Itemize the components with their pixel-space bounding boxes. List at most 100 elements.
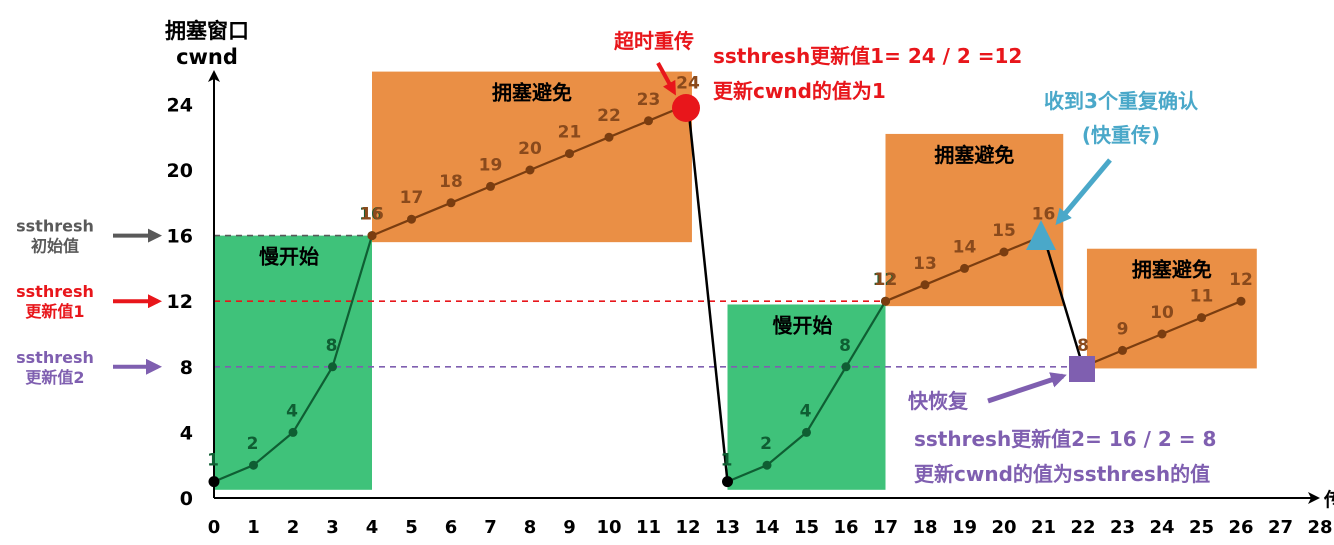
threshold-label-line2: 更新值2: [25, 368, 84, 387]
x-tick-label: 6: [445, 517, 458, 538]
fast-recovery-arrow: [987, 372, 1067, 404]
timeout-title: 超时重传: [613, 29, 694, 53]
point-label: 13: [913, 254, 937, 274]
threshold-label-line1: ssthresh: [16, 348, 94, 367]
point-label: 4: [286, 401, 298, 421]
x-tick-label: 20: [991, 517, 1016, 538]
point-labels: 1248161617181920212223241248121213141516…: [207, 73, 1253, 470]
y-tick-label: 0: [180, 488, 193, 510]
triple-ack-marker: [1026, 220, 1056, 250]
y-tick-labels: 0 4 8 12 16 20 24: [167, 94, 193, 510]
point-label: 9: [1117, 319, 1129, 339]
point-label: 24: [676, 73, 700, 93]
x-tick-label: 27: [1268, 517, 1293, 538]
phase-region: [1086, 248, 1257, 369]
x-tick-label: 17: [873, 517, 898, 538]
point-label: 21: [558, 123, 582, 143]
x-tick-label: 26: [1228, 517, 1253, 538]
phase-label: 拥塞避免: [934, 143, 1014, 167]
x-tick-label: 10: [596, 517, 621, 538]
x-tick-label: 9: [563, 517, 576, 538]
cwnd-point: [208, 476, 220, 488]
y-axis-label-line1: 拥塞窗口: [165, 19, 249, 43]
point-label: 15: [992, 221, 1016, 241]
fast-recovery-line1: ssthresh更新值2= 16 / 2 = 8: [914, 427, 1216, 451]
cwnd-point: [644, 116, 653, 126]
fast-recovery-line2: 更新cwnd的值为ssthresh的值: [914, 462, 1210, 486]
cwnd-point: [525, 165, 535, 175]
y-tick-label: 8: [180, 357, 193, 379]
point-label: 16: [360, 205, 384, 225]
y-tick-label: 4: [180, 422, 193, 444]
threshold-lines: [214, 234, 1083, 368]
x-tick-label: 18: [912, 517, 937, 538]
cwnd-point: [288, 427, 298, 437]
x-tick-label: 5: [405, 517, 418, 538]
x-tick-label: 13: [715, 517, 740, 538]
y-tick-label: 20: [167, 160, 193, 182]
x-tick-label: 11: [636, 517, 661, 538]
cwnd-point: [1236, 296, 1246, 306]
cwnd-point: [722, 476, 733, 488]
point-label: 17: [400, 188, 424, 208]
x-tick-label: 15: [794, 517, 819, 538]
cwnd-point: [1197, 313, 1206, 323]
x-tick-label: 8: [524, 517, 537, 538]
point-label: 14: [953, 237, 977, 257]
x-tick-label: 1: [247, 517, 260, 538]
cwnd-drop-line: [1042, 235, 1085, 368]
cwnd-point: [407, 214, 416, 224]
cwnd-point: [565, 149, 574, 159]
fast-recovery-title: 快恢复: [908, 389, 969, 413]
phase-label: 慢开始: [259, 245, 319, 269]
timeout-line2: 更新cwnd的值为1: [713, 79, 886, 103]
cwnd-point: [1157, 329, 1167, 339]
point-label: 23: [637, 90, 661, 110]
x-tick-label: 14: [754, 517, 779, 538]
point-label: 8: [839, 336, 851, 356]
point-label: 12: [1229, 270, 1253, 290]
cwnd-series: [208, 99, 1246, 488]
threshold-label-line1: ssthresh: [16, 217, 94, 236]
x-tick-label: 0: [208, 517, 221, 538]
point-label: 18: [439, 172, 463, 192]
x-tick-labels: 0 1 2 3 4 5 6 7 8 9 10 11 12 13 14 15 16 17 18 19 20 21 22 23 24…: [208, 517, 1333, 538]
cwnd-point: [881, 296, 890, 306]
timeout-marker: [672, 94, 700, 122]
threshold-label-line1: ssthresh: [16, 282, 94, 301]
point-label: 19: [479, 155, 503, 175]
point-label: 22: [597, 106, 621, 126]
point-label: 4: [800, 401, 812, 421]
x-tick-label: 24: [1149, 517, 1174, 538]
cwnd-point: [802, 427, 811, 437]
phase-region: [214, 235, 372, 490]
timeout-line1: ssthresh更新值1= 24 / 2 =12: [713, 44, 1022, 68]
cwnd-drop-line: [686, 104, 729, 482]
x-tick-label: 25: [1189, 517, 1214, 538]
threshold-label-line2: 更新值1: [25, 302, 84, 321]
phase-label: 慢开始: [773, 313, 833, 337]
point-label: 2: [247, 434, 259, 454]
cwnd-point: [249, 460, 258, 470]
fast-recovery-marker: [1069, 356, 1095, 382]
phase-region: [885, 133, 1064, 307]
x-tick-label: 21: [1031, 517, 1056, 538]
x-tick-label: 22: [1070, 517, 1095, 538]
y-tick-label: 12: [167, 291, 193, 313]
cwnd-point: [841, 362, 851, 372]
cwnd-point: [486, 181, 495, 191]
x-tick-label: 16: [833, 517, 858, 538]
point-label: 10: [1150, 303, 1174, 323]
x-tick-label: 19: [952, 517, 977, 538]
phase-label: 拥塞避免: [492, 81, 572, 105]
x-tick-label: 7: [484, 517, 497, 538]
x-tick-label: 12: [675, 517, 700, 538]
triple-ack-line2: (快重传): [1082, 123, 1160, 147]
point-label: 1: [207, 451, 219, 471]
cwnd-point: [1118, 345, 1127, 355]
point-label: 1: [721, 451, 733, 471]
point-label: 16: [359, 205, 383, 225]
cwnd-point: [762, 460, 772, 470]
point-label: 2: [760, 434, 772, 454]
